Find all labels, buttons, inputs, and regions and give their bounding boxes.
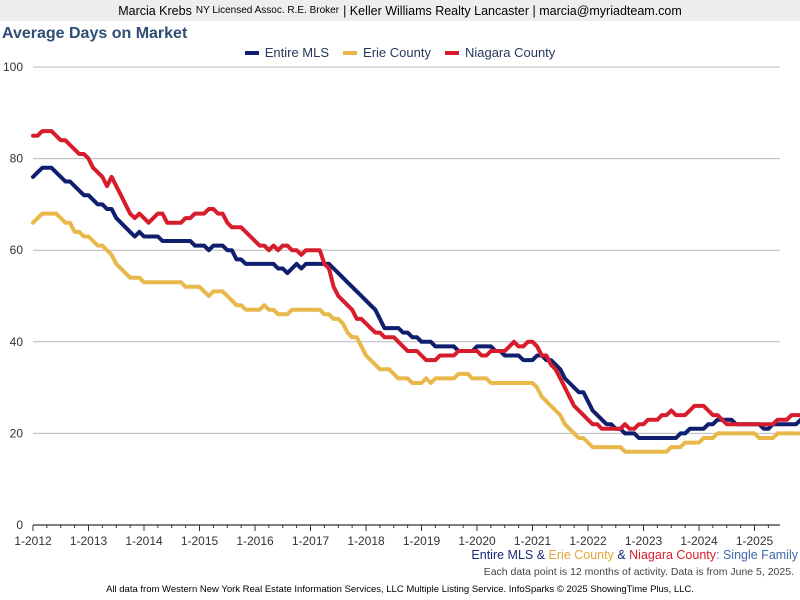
legend-item-erie-county[interactable]: Erie County (343, 45, 431, 60)
y-tick-label: 60 (10, 243, 24, 257)
x-tick-label: 1-2012 (14, 534, 52, 548)
legend-swatch (444, 50, 459, 55)
x-tick-label: 1-2022 (569, 534, 607, 548)
caption-property-type: : Single Family (716, 548, 798, 562)
series-lines (31, 129, 800, 454)
legend-item-entire-mls[interactable]: Entire MLS (244, 45, 330, 60)
data-note: Each data point is 12 months of activity… (483, 566, 794, 578)
header-contact: | Keller Williams Realty Lancaster | mar… (343, 3, 682, 18)
grid-lines (33, 66, 780, 434)
legend-label: Niagara County (464, 45, 556, 60)
x-tick-label: 1-2024 (680, 534, 718, 548)
y-tick-label: 20 (10, 426, 24, 440)
x-tick-label: 1-2021 (514, 534, 552, 548)
x-tick-label: 1-2025 (736, 534, 774, 548)
caption-amp: & (613, 548, 630, 562)
y-tick-label: 40 (10, 335, 24, 349)
x-tick-label: 1-2017 (292, 534, 330, 548)
legend-item-niagara-county[interactable]: Niagara County (444, 45, 556, 60)
series-line-niagara-county (31, 129, 800, 431)
caption-series-entire-mls: Entire MLS (471, 548, 534, 562)
x-tick-label: 1-2019 (403, 534, 441, 548)
series-caption: Entire MLS & Erie County & Niagara Count… (471, 548, 798, 562)
x-tick-label: 1-2016 (236, 534, 274, 548)
caption-series-niagara: Niagara County (629, 548, 717, 562)
y-tick-label: 0 (16, 518, 23, 532)
x-tick-label: 1-2015 (181, 534, 219, 548)
axes: 0 20 40 60 80 100 1-2012 1-2013 1-2014 1-2015 1-20… (3, 60, 780, 548)
x-tick-label: 1-2014 (125, 534, 163, 548)
legend-swatch (244, 50, 259, 55)
series-line-entire-mls (31, 165, 800, 440)
x-tick-label: 1-2013 (70, 534, 108, 548)
legend-swatch (343, 50, 358, 55)
chart-title: Average Days on Market (2, 25, 188, 42)
caption-series-erie: Erie County (548, 548, 614, 562)
y-tick-label: 100 (3, 60, 23, 74)
footer-disclaimer: All data from Western New York Real Esta… (106, 584, 694, 595)
header-bar: Marcia Krebs NY Licensed Assoc. R.E. Bro… (0, 0, 800, 21)
chart-legend: Entire MLS Erie County Niagara County (0, 45, 800, 60)
legend-label: Entire MLS (264, 45, 330, 60)
license-label: NY Licensed Assoc. R.E. Broker (195, 5, 340, 16)
legend-label: Erie County (363, 45, 431, 60)
agent-name: Marcia Krebs (118, 3, 192, 18)
caption-amp: & (533, 548, 549, 562)
y-tick-label: 80 (10, 152, 24, 166)
x-tick-label: 1-2018 (347, 534, 385, 548)
series-line-erie-county (31, 211, 800, 454)
x-tick-label: 1-2020 (458, 534, 496, 548)
x-tick-label: 1-2023 (625, 534, 663, 548)
